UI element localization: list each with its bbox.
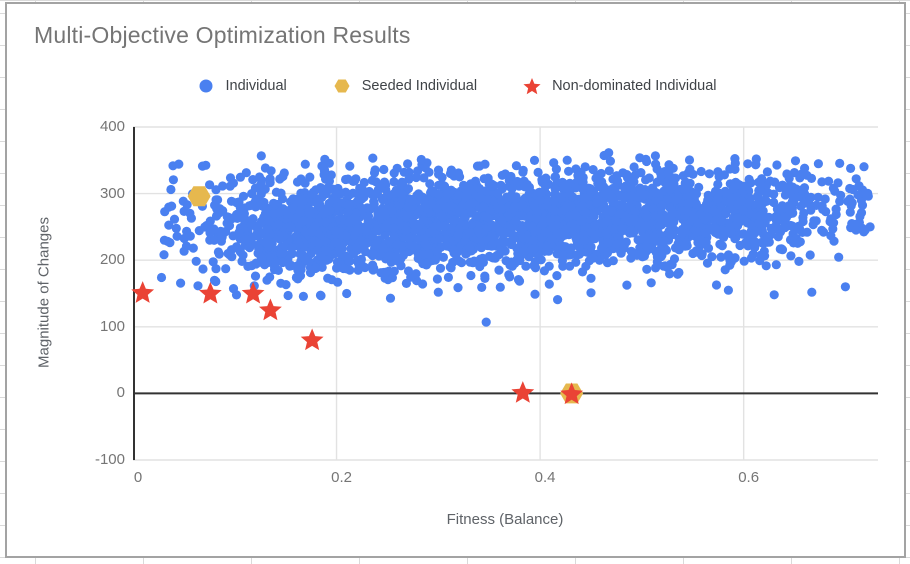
sheet-gridline [251,558,252,564]
sheet-gridline [575,0,576,3]
sheet-gridline [683,558,684,564]
sheet-gridline [35,558,36,564]
sheet-gridline [905,45,910,46]
sheet-gridline [0,0,910,1]
circle-icon [199,79,212,93]
sheet-gridline [0,77,5,78]
sheet-gridline [575,558,576,564]
hexagon-icon [334,79,350,93]
x-tick-label: 0.2 [331,469,352,486]
y-tick-label: 0 [116,384,125,402]
non-dominated-points[interactable] [131,281,584,405]
sheet-gridline [905,525,910,526]
sheet-gridline [0,141,5,142]
sheet-gridline [791,558,792,564]
x-tick-label: 0.4 [534,469,556,486]
sheet-gridline [467,0,468,3]
sheet-gridline [899,558,900,564]
sheet-gridline [0,429,5,430]
sheet-gridline [0,205,5,206]
legend-item-circle[interactable]: Individual [195,75,287,97]
y-tick-label: 200 [99,251,125,269]
chart-legend: Individual Seeded Individual Non-dominated… [7,75,904,97]
sheet-gridline [905,141,910,142]
sheet-gridline [0,109,5,110]
chart-title: Multi-Objective Optimization Results [34,22,411,48]
y-tick-label: -100 [94,451,125,468]
sheet-gridline [0,301,5,302]
sheet-gridline [905,205,910,206]
sheet-gridline [467,558,468,564]
axis-lines [133,127,878,460]
x-axis-title: Fitness (Balance) [446,511,564,528]
y-tick-label: 300 [99,184,125,202]
sheet-gridline [0,365,5,366]
legend-label: Seeded Individual [361,78,478,94]
sheet-gridline [0,173,5,174]
sheet-gridline [0,493,5,494]
y-tick-label: 100 [99,317,125,335]
sheet-gridline [905,365,910,366]
sheet-gridline [143,0,144,3]
y-tick-label: 400 [99,118,125,135]
y-axis-title: Magnitude of Changes [35,217,53,368]
sheet-gridline [0,397,5,398]
sheet-gridline [0,525,5,526]
legend-label: Non-dominated Individual [552,78,717,94]
sheet-gridline [0,13,5,14]
sheet-gridline [251,0,252,3]
sheet-gridline [0,237,5,238]
sheet-gridline [359,0,360,3]
sheet-gridline [0,333,5,334]
scatter-plot-svg [131,126,878,461]
legend-item-hexagon[interactable]: Seeded Individual [331,75,477,97]
individual-points[interactable] [156,148,875,327]
sheet-gridline [905,109,910,110]
sheet-gridline [905,77,910,78]
sheet-gridline [791,0,792,3]
sheet-gridline [905,301,910,302]
sheet-gridline [905,493,910,494]
sheet-gridline [359,558,360,564]
sheet-gridline [683,0,684,3]
sheet-gridline [905,397,910,398]
chart-container[interactable]: Multi-Objective Optimization Results Ind… [5,2,906,558]
sheet-gridline [905,461,910,462]
sheet-gridline [905,429,910,430]
legend-item-star[interactable]: Non-dominated Individual [521,75,717,97]
sheet-gridline [905,173,910,174]
sheet-gridline [905,237,910,238]
x-tick-label: 0 [133,469,143,486]
sheet-gridline [0,557,5,558]
sheet-gridline [0,461,5,462]
sheet-gridline [0,269,5,270]
sheet-gridline [905,333,910,334]
sheet-gridline [905,557,910,558]
legend-label: Individual [225,78,287,94]
star-icon [523,78,541,95]
sheet-gridline [899,0,900,3]
plot-area[interactable] [131,126,878,461]
sheet-gridline [35,0,36,3]
sheet-gridline [143,558,144,564]
sheet-gridline [0,45,5,46]
sheet-gridline [905,13,910,14]
sheet-gridline [905,269,910,270]
x-tick-label: 0.6 [738,469,760,486]
